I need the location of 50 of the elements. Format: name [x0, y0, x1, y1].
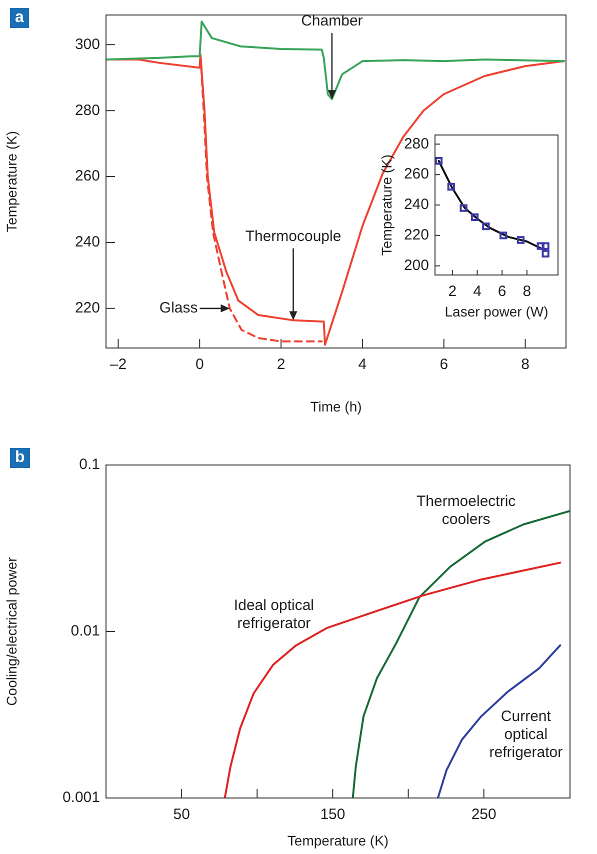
y-axis-title: Cooling/electrical power — [3, 556, 20, 706]
y-tick-label: 0.1 — [79, 456, 100, 474]
point — [460, 204, 468, 212]
point — [536, 242, 544, 250]
y-tick-label: 280 — [74, 102, 100, 119]
annotation: Thermocouple — [245, 228, 342, 245]
annotation: Glass — [159, 300, 198, 317]
point — [542, 250, 550, 258]
x-tick-label: 50 — [173, 806, 190, 824]
y-axis-title: Temperature (K) — [378, 154, 394, 256]
y-axis-title: Temperature (K) — [3, 130, 20, 232]
point — [470, 213, 479, 222]
y-tick-label: 220 — [404, 226, 429, 244]
series-label: Thermoelectric coolers — [416, 493, 516, 528]
series-label: Current optical refrigerator — [489, 708, 563, 761]
x-tick-label: 8 — [522, 283, 532, 300]
y-tick-label: 260 — [74, 168, 100, 185]
point — [435, 157, 443, 165]
y-tick-label: 220 — [74, 300, 100, 317]
point — [542, 242, 550, 250]
point — [482, 222, 490, 230]
x-tick-label: 4 — [358, 356, 367, 374]
x-tick-label: 6 — [498, 283, 506, 300]
x-tick-label: 250 — [471, 806, 496, 824]
x-tick-label: –2 — [110, 356, 127, 374]
annotation: Chamber — [301, 12, 363, 30]
y-tick-label: 240 — [74, 234, 100, 251]
y-tick-label: 200 — [404, 257, 429, 274]
x-tick-label: 6 — [440, 356, 448, 374]
x-tick-label: 150 — [320, 806, 346, 824]
y-tick-label: 0.001 — [62, 789, 100, 806]
y-tick-label: 300 — [74, 36, 100, 53]
x-tick-label: 8 — [521, 356, 530, 374]
x-tick-label: 0 — [195, 356, 204, 374]
y-tick-label: 0.01 — [70, 622, 100, 640]
y-tick-label: 260 — [404, 166, 429, 183]
point — [500, 232, 508, 240]
y-tick-label: 240 — [404, 196, 429, 214]
x-tick-label: 4 — [473, 283, 482, 300]
point — [447, 182, 455, 191]
chart-title: b — [10, 448, 30, 468]
x-axis-title: Temperature (K) — [287, 832, 389, 848]
x-axis-title: Time (h) — [310, 398, 362, 414]
series-label: Ideal optical refrigerator — [234, 596, 314, 632]
x-tick-label: 2 — [276, 356, 286, 374]
chart-title: a — [10, 8, 29, 28]
x-tick-label: 2 — [448, 283, 457, 300]
y-tick-label: 280 — [404, 135, 429, 152]
point — [516, 236, 525, 244]
x-axis-title: Laser power (W) — [444, 303, 548, 320]
